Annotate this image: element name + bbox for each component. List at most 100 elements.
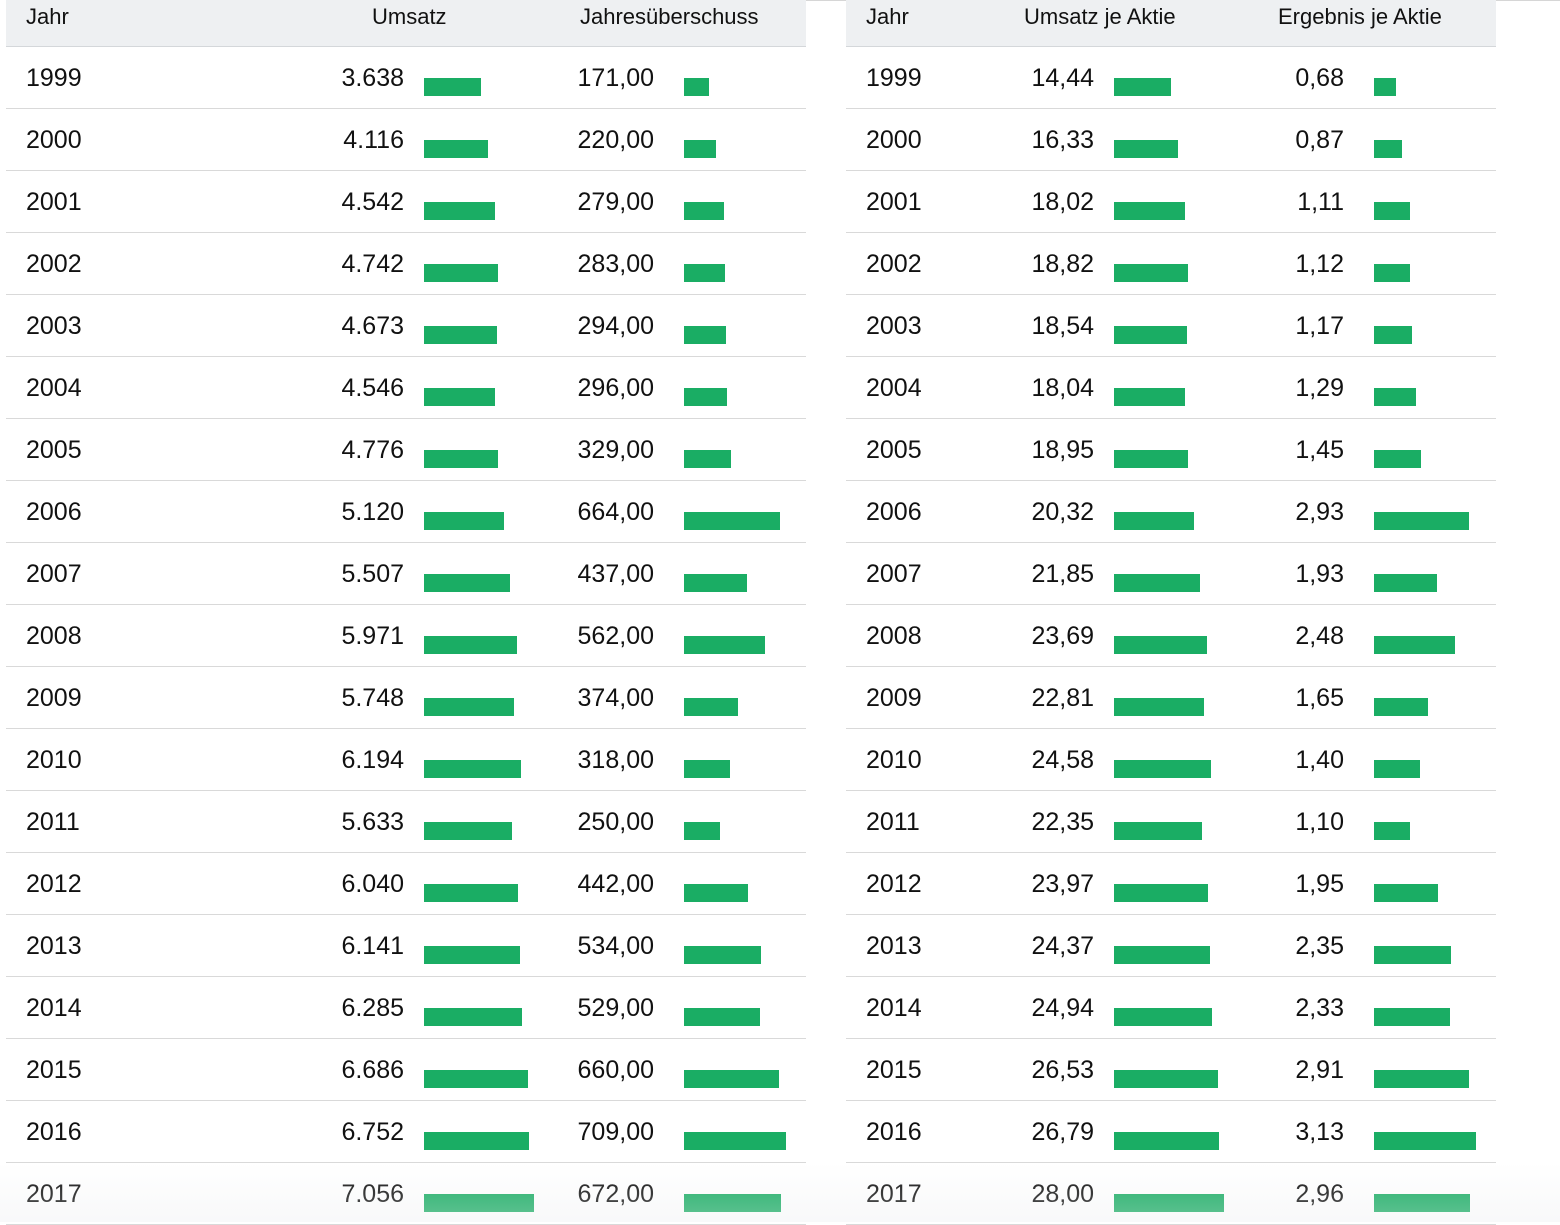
value-cell: 24,58 [1031,746,1094,774]
header-net-income[interactable]: Jahresüberschuss [580,4,759,29]
year-cell: 2010 [26,746,82,774]
table-header: Jahr Umsatz Jahresüberschuss [6,0,806,47]
year-cell: 2001 [26,188,82,216]
value-bar [1114,450,1188,468]
year-cell: 2005 [866,436,922,464]
value-bar [1374,1194,1470,1212]
value-bar [1374,822,1410,840]
year-cell: 2000 [866,126,922,154]
value-cell: 22,81 [1031,684,1094,712]
value-cell: 16,33 [1031,126,1094,154]
value-bar [684,822,720,840]
value-bar [1374,450,1421,468]
table-row: 2007 5.507 437,00 [6,543,806,605]
table-row: 2014 6.285 529,00 [6,977,806,1039]
value-bar [684,1008,760,1026]
table-row: 2015 6.686 660,00 [6,1039,806,1101]
value-bar [1374,636,1455,654]
table-row: 2002 4.742 283,00 [6,233,806,295]
table-row: 2001 4.542 279,00 [6,171,806,233]
value-cell: 2,91 [1295,1056,1344,1084]
value-bar [424,698,514,716]
value-bar [1374,140,1402,158]
value-bar [684,140,716,158]
year-cell: 2003 [26,312,82,340]
value-cell: 18,54 [1031,312,1094,340]
value-bar [1114,1070,1218,1088]
value-bar [424,822,512,840]
year-cell: 1999 [26,64,82,92]
value-bar [1114,202,1185,220]
year-cell: 2007 [26,560,82,588]
value-cell: 1,65 [1295,684,1344,712]
value-cell: 18,82 [1031,250,1094,278]
value-cell: 6.752 [341,1118,404,1146]
table-row: 2004 18,04 1,29 [846,357,1496,419]
value-cell: 5.120 [341,498,404,526]
value-cell: 1,10 [1295,808,1344,836]
header-year[interactable]: Jahr [26,4,69,29]
value-bar [424,264,498,282]
value-bar [684,326,726,344]
value-cell: 1,95 [1295,870,1344,898]
year-cell: 2002 [866,250,922,278]
year-cell: 2006 [26,498,82,526]
year-cell: 2011 [26,808,80,836]
value-cell: 6.194 [341,746,404,774]
year-cell: 2011 [866,808,920,836]
value-cell: 1,12 [1295,250,1344,278]
value-cell: 0,68 [1295,64,1344,92]
value-bar [1114,574,1200,592]
value-bar [684,1070,779,1088]
per-share-table: Jahr Umsatz je Aktie Ergebnis je Aktie 1… [846,0,1496,1225]
value-cell: 534,00 [577,932,654,960]
value-bar [1114,822,1202,840]
table-row: 2013 24,37 2,35 [846,915,1496,977]
value-cell: 26,53 [1031,1056,1094,1084]
value-bar [684,1194,781,1212]
value-bar [684,884,748,902]
year-cell: 2006 [866,498,922,526]
value-bar [1374,512,1469,530]
value-bar [1114,698,1204,716]
value-cell: 6.141 [341,932,404,960]
value-cell: 220,00 [577,126,654,154]
value-bar [1374,388,1416,406]
header-revenue-per-share[interactable]: Umsatz je Aktie [1024,4,1176,29]
value-cell: 279,00 [577,188,654,216]
table-row: 2008 23,69 2,48 [846,605,1496,667]
value-bar [1114,140,1178,158]
header-year[interactable]: Jahr [866,4,909,29]
year-cell: 1999 [866,64,922,92]
table-row: 2016 6.752 709,00 [6,1101,806,1163]
value-cell: 22,35 [1031,808,1094,836]
value-bar [1114,78,1171,96]
table-row: 2004 4.546 296,00 [6,357,806,419]
value-cell: 1,17 [1295,312,1344,340]
value-bar [684,202,724,220]
value-bar [684,264,725,282]
value-cell: 26,79 [1031,1118,1094,1146]
value-bar [424,1194,534,1212]
year-cell: 2014 [26,994,82,1022]
value-cell: 2,48 [1295,622,1344,650]
value-bar [1114,636,1207,654]
table-row: 2007 21,85 1,93 [846,543,1496,605]
header-earnings-per-share[interactable]: Ergebnis je Aktie [1278,4,1442,29]
value-cell: 6.285 [341,994,404,1022]
year-cell: 2000 [26,126,82,154]
value-bar [1374,1008,1450,1026]
value-bar [1374,202,1410,220]
table-row: 2000 4.116 220,00 [6,109,806,171]
value-bar [1114,1194,1224,1212]
table-row: 2012 6.040 442,00 [6,853,806,915]
value-cell: 5.507 [341,560,404,588]
value-bar [424,512,504,530]
header-revenue[interactable]: Umsatz [372,4,447,29]
table-row: 2009 5.748 374,00 [6,667,806,729]
year-cell: 2004 [26,374,82,402]
year-cell: 2007 [866,560,922,588]
table-body: 1999 3.638 171,00 2000 4.116 220,00 2001 4.542 2… [6,47,806,1225]
value-bar [1374,574,1437,592]
value-cell: 5.633 [341,808,404,836]
